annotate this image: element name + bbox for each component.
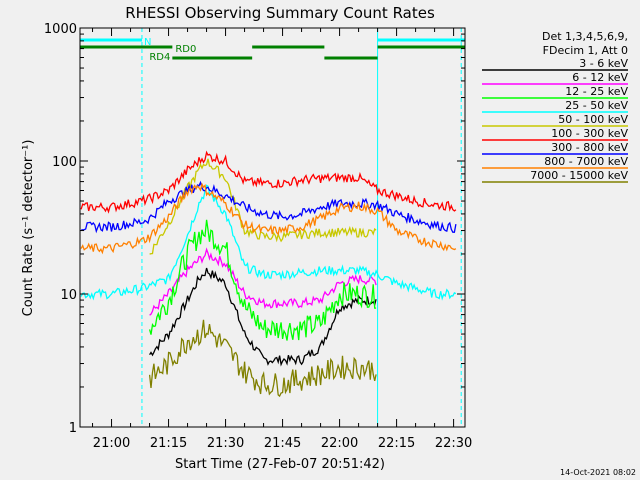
- y-tick-label: 1000: [44, 22, 77, 37]
- series-group: [80, 184, 457, 301]
- flag-label: RD4: [149, 52, 170, 63]
- plot-frame: [79, 27, 466, 428]
- series-line: [80, 182, 457, 255]
- series-group: [149, 158, 377, 255]
- series-group: [80, 180, 457, 234]
- flag-label: N: [144, 37, 151, 48]
- mode-flags: N RD0 RD4: [80, 37, 465, 63]
- chart-title: RHESSI Observing Summary Count Rates: [125, 4, 435, 22]
- legend-entry-label: 7000 - 15000 keV: [530, 169, 628, 182]
- series-line: [148, 319, 377, 398]
- y-axis: 1 10 100 1000: [44, 22, 465, 436]
- series-layer: [80, 150, 457, 398]
- flag-label: RD0: [175, 44, 196, 55]
- series-line: [148, 219, 377, 341]
- x-tick-label: 22:00: [321, 436, 358, 451]
- x-axis-label: Start Time (27-Feb-07 20:51:42): [175, 457, 385, 472]
- x-tick-label: 21:45: [264, 436, 301, 451]
- x-tick-label: 21:30: [207, 436, 244, 451]
- x-tick-label: 22:15: [378, 436, 415, 451]
- series-group: [149, 267, 377, 367]
- legend-entry-label: 800 - 7000 keV: [544, 155, 628, 168]
- series-line: [80, 150, 457, 214]
- y-axis-label: Count Rate (s⁻¹ detector⁻¹): [21, 140, 36, 317]
- series-line: [149, 158, 377, 255]
- legend: Det 1,3,4,5,6,9,FDecim 1, Att 03 - 6 keV…: [482, 30, 628, 183]
- legend-entry-label: 300 - 800 keV: [551, 141, 628, 154]
- legend-entry-label: 3 - 6 keV: [579, 57, 628, 70]
- legend-header: Det 1,3,4,5,6,9,: [542, 30, 628, 43]
- x-tick-label: 21:00: [93, 436, 130, 451]
- series-group: [149, 247, 377, 316]
- legend-entry-label: 25 - 50 keV: [565, 99, 628, 112]
- y-tick-label: 1: [69, 421, 77, 436]
- series-group: [148, 319, 377, 398]
- legend-entry-label: 6 - 12 keV: [572, 71, 628, 84]
- series-line: [149, 267, 377, 367]
- series-line: [80, 180, 457, 234]
- series-group: [80, 150, 457, 214]
- series-group: [80, 182, 457, 255]
- y-tick-label: 10: [60, 288, 77, 303]
- legend-entry-label: 50 - 100 keV: [558, 113, 628, 126]
- legend-header: FDecim 1, Att 0: [543, 44, 628, 57]
- footer-timestamp: 14-Oct-2021 08:02: [560, 468, 636, 477]
- legend-entry-label: 100 - 300 keV: [551, 127, 628, 140]
- legend-entry-label: 12 - 25 keV: [565, 85, 628, 98]
- series-group: [148, 219, 377, 341]
- y-tick-label: 100: [52, 155, 77, 170]
- x-tick-label: 22:30: [435, 436, 472, 451]
- series-line: [80, 184, 457, 301]
- series-line: [149, 247, 377, 316]
- x-tick-label: 21:15: [150, 436, 187, 451]
- x-axis: 21:00 21:15 21:30 21:45 22:00 22:15 22:30: [92, 28, 472, 451]
